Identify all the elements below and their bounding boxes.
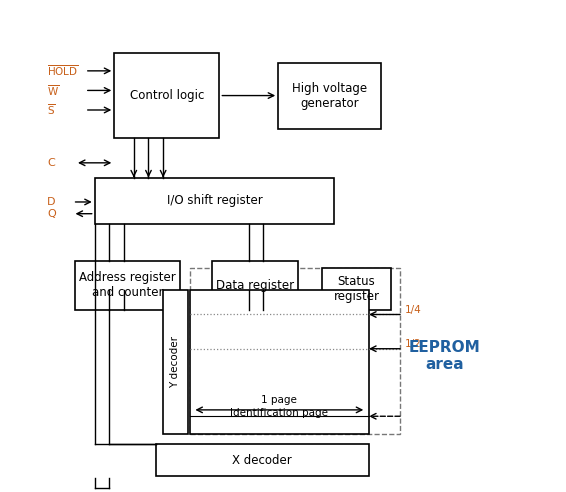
Text: Status
register: Status register — [333, 275, 379, 303]
Bar — [75, 261, 180, 309]
Text: X decoder: X decoder — [232, 454, 292, 466]
Text: C: C — [47, 158, 55, 168]
Bar — [95, 178, 335, 224]
Text: 1/4: 1/4 — [404, 305, 421, 314]
Text: $\overline{\mathrm{W}}$: $\overline{\mathrm{W}}$ — [47, 83, 59, 98]
Bar — [163, 290, 187, 434]
Bar — [190, 290, 368, 434]
Text: High voltage
generator: High voltage generator — [292, 82, 367, 110]
Text: Data register: Data register — [216, 278, 294, 292]
Text: D: D — [47, 197, 55, 207]
Bar — [322, 268, 391, 309]
Bar — [114, 53, 220, 138]
Text: $\overline{\mathrm{HOLD}}$: $\overline{\mathrm{HOLD}}$ — [47, 63, 79, 78]
Text: Control logic: Control logic — [130, 89, 204, 102]
Bar — [212, 261, 298, 309]
Text: 1 page: 1 page — [261, 395, 297, 405]
Text: 1/2: 1/2 — [404, 339, 421, 349]
Bar — [190, 268, 400, 434]
Text: EEPROM
area: EEPROM area — [409, 340, 481, 372]
Text: Address register
and counter: Address register and counter — [79, 271, 176, 299]
Text: I/O shift register: I/O shift register — [166, 194, 263, 207]
Text: $\overline{\mathrm{S}}$: $\overline{\mathrm{S}}$ — [47, 103, 56, 118]
Text: Y decoder: Y decoder — [170, 336, 181, 388]
Bar — [278, 62, 381, 128]
Text: Q: Q — [47, 209, 56, 219]
Bar — [156, 444, 368, 476]
Text: Identification page: Identification page — [230, 408, 328, 418]
